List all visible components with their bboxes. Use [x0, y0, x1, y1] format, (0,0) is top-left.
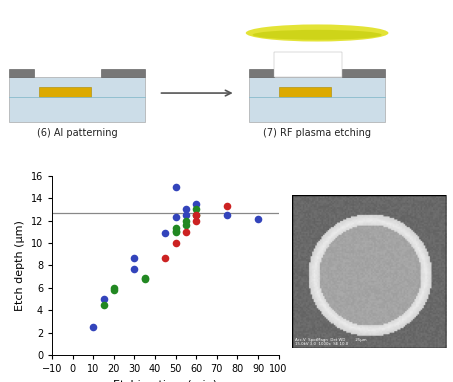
- Point: [193, 201, 200, 207]
- Bar: [274, 52, 342, 77]
- Point: [100, 296, 107, 302]
- Point: [182, 217, 189, 223]
- Point: [182, 229, 189, 235]
- Bar: [101, 69, 145, 77]
- Text: Acc.V  SpotMagn  Det WD        25μm: Acc.V SpotMagn Det WD 25μm: [295, 338, 367, 342]
- Text: 15.0kV 3.0  1000x  SE 10.0: 15.0kV 3.0 1000x SE 10.0: [295, 342, 348, 346]
- Point: [182, 222, 189, 228]
- Point: [172, 228, 179, 234]
- Bar: [249, 69, 274, 77]
- Point: [100, 302, 107, 308]
- Point: [193, 212, 200, 218]
- Bar: [9, 69, 34, 77]
- Point: [182, 206, 189, 212]
- X-axis label: Etching time (min): Etching time (min): [113, 380, 217, 382]
- Point: [162, 230, 169, 236]
- Point: [223, 212, 231, 218]
- Point: [131, 254, 138, 261]
- Point: [223, 203, 231, 209]
- Text: (7) RF plasma etching: (7) RF plasma etching: [263, 128, 371, 138]
- Bar: [249, 77, 385, 122]
- Point: [193, 206, 200, 212]
- Point: [172, 240, 179, 246]
- Point: [110, 287, 117, 293]
- Point: [172, 184, 179, 190]
- Bar: [9, 77, 145, 122]
- Point: [162, 254, 169, 261]
- Point: [172, 225, 179, 231]
- Point: [193, 212, 200, 218]
- Ellipse shape: [253, 30, 381, 40]
- Point: [172, 229, 179, 235]
- Point: [193, 217, 200, 223]
- Point: [141, 275, 149, 281]
- Point: [172, 214, 179, 220]
- Bar: [279, 87, 331, 97]
- Text: (6) Al patterning: (6) Al patterning: [37, 128, 117, 138]
- Point: [182, 212, 189, 218]
- Point: [141, 276, 149, 282]
- Point: [110, 285, 117, 291]
- Point: [131, 266, 138, 272]
- Point: [255, 217, 262, 223]
- Bar: [39, 87, 91, 97]
- Point: [90, 324, 97, 330]
- Y-axis label: Etch depth (μm): Etch depth (μm): [15, 220, 25, 311]
- Bar: [342, 69, 385, 77]
- Ellipse shape: [246, 24, 389, 42]
